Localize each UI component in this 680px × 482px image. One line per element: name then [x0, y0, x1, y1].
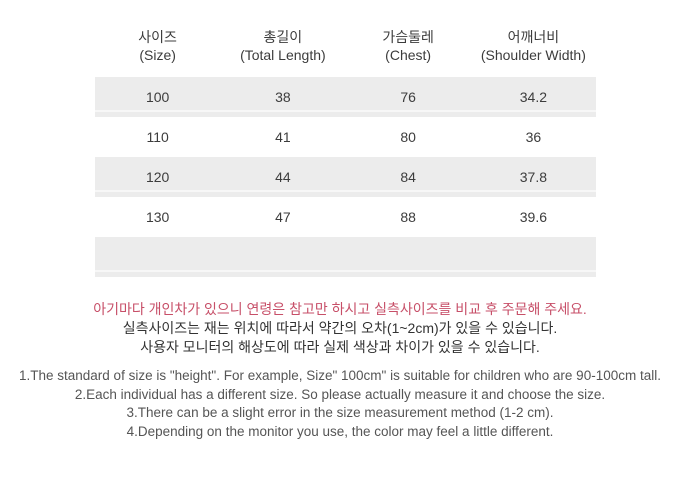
empty-cell	[95, 237, 596, 277]
size-row-110: 110 41 80 36	[95, 117, 596, 157]
column-label-en: (Total Length)	[240, 47, 326, 63]
cell-total-length: 47	[275, 209, 291, 225]
korean-notice-line: 사용자 모니터의 해상도에 따라 실제 색상과 차이가 있을 수 있습니다.	[140, 339, 540, 355]
cell-shoulder-width: 37.8	[470, 157, 596, 197]
column-label-ko: 사이즈	[138, 29, 177, 45]
column-header-total-length: 총길이 (Total Length)	[220, 28, 345, 77]
cell-total-length: 41	[275, 129, 291, 145]
cell-total-length: 44	[220, 157, 346, 197]
empty-spacer-row	[95, 237, 596, 277]
size-row-130: 130 47 88 39.6	[95, 197, 596, 237]
size-row-100: 100 38 76 34.2	[95, 77, 596, 117]
size-chart-header-row: 사이즈 (Size) 총길이 (Total Length) 가슴둘레 (Ches…	[95, 28, 596, 77]
column-label-ko: 어깨너비	[507, 29, 560, 45]
english-notice-line: 1.The standard of size is "height". For …	[19, 368, 661, 383]
column-label-en: (Shoulder Width)	[480, 47, 586, 63]
cell-chest: 80	[400, 129, 416, 145]
column-header-shoulder-width: 어깨너비 (Shoulder Width)	[471, 28, 596, 77]
size-chart-table: 사이즈 (Size) 총길이 (Total Length) 가슴둘레 (Ches…	[95, 28, 596, 277]
column-label-en: (Chest)	[385, 47, 432, 63]
column-header-size: 사이즈 (Size)	[95, 28, 220, 77]
cell-chest: 84	[345, 157, 471, 197]
cell-shoulder-width: 36	[525, 129, 542, 145]
english-notice-line: 3.There can be a slight error in the siz…	[126, 405, 554, 420]
column-header-chest: 가슴둘레 (Chest)	[346, 28, 471, 77]
english-notice: 1.The standard of size is "height". For …	[0, 367, 680, 441]
cell-shoulder-width: 34.2	[470, 77, 596, 117]
cell-size: 130	[145, 209, 170, 225]
cell-shoulder-width: 39.6	[519, 209, 547, 225]
cell-chest: 88	[400, 209, 416, 225]
column-label-ko: 가슴둘레	[382, 29, 434, 45]
size-row-120: 120 44 84 37.8	[95, 157, 596, 197]
column-label-ko: 총길이	[263, 29, 303, 45]
cell-total-length: 38	[220, 77, 346, 117]
column-label-en: (Size)	[139, 47, 176, 63]
cell-size: 110	[146, 129, 169, 145]
cell-size: 100	[95, 77, 221, 117]
cell-chest: 76	[345, 77, 471, 117]
korean-notice-highlight: 아기마다 개인차가 있으니 연령은 참고만 하시고 실측사이즈를 비교 후 주문…	[93, 301, 587, 317]
cell-size: 120	[95, 157, 221, 197]
korean-notice: 아기마다 개인차가 있으니 연령은 참고만 하시고 실측사이즈를 비교 후 주문…	[0, 300, 680, 357]
english-notice-line: 4.Depending on the monitor you use, the …	[126, 423, 554, 439]
korean-notice-line: 실측사이즈는 재는 위치에 따라서 약간의 오차(1~2cm)가 있을 수 있습…	[122, 320, 558, 336]
english-notice-line: 2.Each individual has a different size. …	[74, 386, 606, 402]
